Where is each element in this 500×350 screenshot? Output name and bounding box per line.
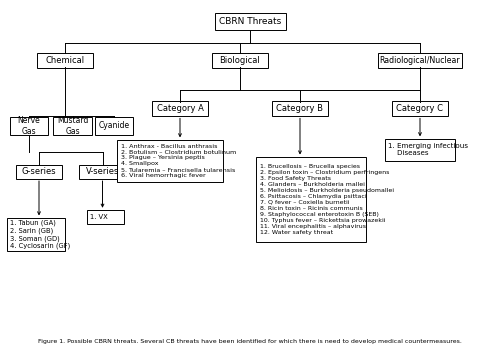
Text: 1. Anthrax - Bacillus anthrasis
2. Botulism – Clostridium botulinum
3. Plague – : 1. Anthrax - Bacillus anthrasis 2. Botul… (120, 144, 236, 178)
FancyBboxPatch shape (214, 13, 286, 30)
Text: Cyanide: Cyanide (98, 121, 130, 131)
FancyBboxPatch shape (53, 117, 92, 135)
FancyBboxPatch shape (272, 101, 328, 116)
Text: Category C: Category C (396, 104, 444, 113)
Text: Biological: Biological (220, 56, 260, 65)
Text: 1. Emerging infectious
    Diseases: 1. Emerging infectious Diseases (388, 143, 468, 156)
FancyBboxPatch shape (10, 117, 48, 135)
Text: 1. VX: 1. VX (90, 214, 108, 220)
Text: V-series: V-series (86, 167, 119, 176)
FancyBboxPatch shape (7, 218, 65, 251)
Text: Chemical: Chemical (46, 56, 84, 65)
FancyBboxPatch shape (86, 210, 124, 224)
Text: 1. Tabun (GA)
2. Sarin (GB)
3. Soman (GD)
4. Cyclosarin (GF): 1. Tabun (GA) 2. Sarin (GB) 3. Soman (GD… (10, 220, 71, 249)
Text: 1. Brucellosis – Brucella species
2. Epsilon toxin – Clostridium perfringens
3. : 1. Brucellosis – Brucella species 2. Eps… (260, 164, 394, 235)
Text: Mustard
Gas: Mustard Gas (57, 116, 88, 136)
Text: G-series: G-series (22, 167, 56, 176)
Text: Nerve
Gas: Nerve Gas (18, 116, 40, 136)
FancyBboxPatch shape (212, 53, 268, 68)
FancyBboxPatch shape (117, 140, 223, 182)
FancyBboxPatch shape (95, 117, 133, 135)
Text: CBRN Threats: CBRN Threats (219, 17, 281, 26)
FancyBboxPatch shape (378, 53, 462, 68)
Text: Radiological/Nuclear: Radiological/Nuclear (380, 56, 460, 65)
FancyBboxPatch shape (392, 101, 448, 116)
FancyBboxPatch shape (16, 164, 62, 178)
Text: Figure 1. Possible CBRN threats. Several CB threats have been identified for whi: Figure 1. Possible CBRN threats. Several… (38, 339, 462, 344)
Text: Category A: Category A (156, 104, 204, 113)
FancyBboxPatch shape (385, 139, 455, 161)
Text: Category B: Category B (276, 104, 324, 113)
FancyBboxPatch shape (152, 101, 208, 116)
FancyBboxPatch shape (37, 53, 93, 68)
FancyBboxPatch shape (256, 157, 366, 242)
FancyBboxPatch shape (80, 164, 126, 178)
